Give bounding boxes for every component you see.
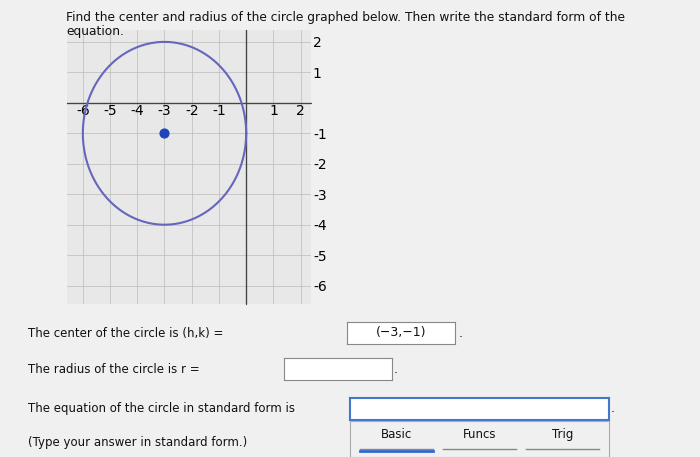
Text: equation.: equation. xyxy=(66,25,125,38)
Text: Find the center and radius of the circle graphed below. Then write the standard : Find the center and radius of the circle… xyxy=(66,11,626,24)
Text: Funcs: Funcs xyxy=(463,428,496,441)
Text: (Type your answer in standard form.): (Type your answer in standard form.) xyxy=(28,436,247,449)
Text: .: . xyxy=(611,402,615,415)
Text: The center of the circle is (h,k) =: The center of the circle is (h,k) = xyxy=(28,327,227,340)
Text: The equation of the circle in standard form is: The equation of the circle in standard f… xyxy=(28,402,295,415)
Text: The radius of the circle is r =: The radius of the circle is r = xyxy=(28,363,199,376)
Text: .: . xyxy=(394,363,398,376)
Text: (−3,−1): (−3,−1) xyxy=(375,326,426,339)
Point xyxy=(159,130,170,137)
Text: .: . xyxy=(458,327,463,340)
Text: Trig: Trig xyxy=(552,428,573,441)
Text: Basic: Basic xyxy=(381,428,412,441)
